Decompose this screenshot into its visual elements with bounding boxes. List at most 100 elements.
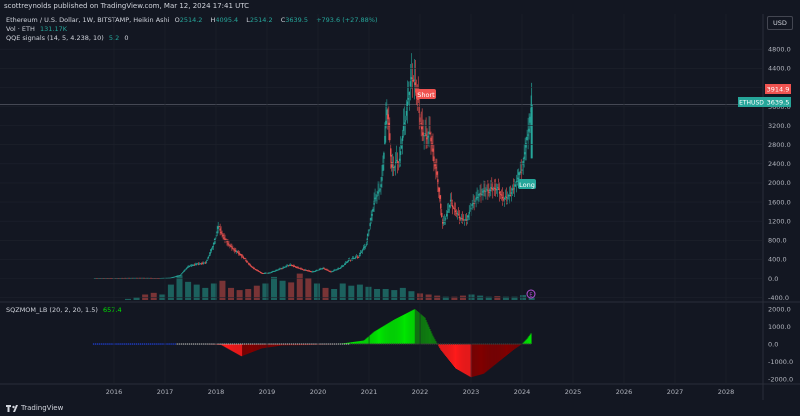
squeeze-dot [119, 343, 121, 345]
candle-body [243, 258, 246, 259]
squeeze-dot [464, 343, 466, 345]
squeeze-dot [194, 343, 197, 345]
squeeze-dot [466, 343, 468, 345]
candle-body [249, 265, 252, 267]
currency-button[interactable]: USD [767, 16, 793, 30]
last-candle-body [530, 104, 533, 159]
candle-body [321, 268, 323, 270]
osc-tick-label: -2000.0 [768, 375, 793, 383]
candle-body [370, 217, 372, 221]
candle-body [176, 276, 178, 277]
symbol-legend[interactable]: Ethereum / U.S. Dollar, 1W, BITSTAMP, He… [6, 16, 381, 24]
squeeze-dot [425, 343, 427, 345]
candle-body [468, 212, 470, 214]
squeeze-dot [166, 343, 168, 345]
candle-body [456, 213, 459, 215]
squeeze-dot [411, 343, 413, 345]
candle-body [241, 256, 244, 258]
candle-body [267, 272, 269, 274]
price-tick-label: 1600.0 [768, 198, 791, 206]
volume-bar [176, 275, 183, 300]
squeeze-dot [402, 343, 405, 345]
candle-body [227, 243, 229, 245]
volume-bar [262, 283, 269, 300]
candle-body [431, 143, 433, 146]
squeeze-dot [396, 343, 399, 345]
candle-body [427, 135, 429, 138]
candle-body [325, 269, 327, 271]
squeeze-dot [349, 343, 352, 345]
squeeze-dot [447, 343, 450, 345]
squeeze-dot [400, 343, 403, 345]
long-signal-box [518, 179, 536, 189]
candle-body [517, 177, 519, 180]
candle-body [523, 156, 525, 159]
candle-body [505, 197, 508, 199]
candle-body [529, 116, 531, 123]
squeeze-dot [339, 343, 342, 345]
candle-body [226, 241, 228, 243]
squeeze-dot [351, 343, 354, 345]
candle-body [182, 272, 184, 273]
candle-body [454, 210, 457, 212]
candle-body [199, 263, 202, 265]
candle-body [482, 190, 484, 193]
candle-body [324, 268, 326, 270]
candle-body [187, 267, 189, 268]
candle-body [394, 161, 397, 165]
sqzmom-legend[interactable]: SQZMOM_LB (20, 2, 20, 1.5) 657.4 [6, 306, 125, 314]
candle-body [193, 264, 196, 266]
squeeze-dot [296, 343, 299, 345]
squeeze-dot [313, 343, 315, 345]
squeeze-dot [121, 343, 123, 345]
candle-body [526, 136, 528, 141]
candle-body [349, 259, 352, 261]
candle-body [211, 247, 213, 249]
squeeze-dot [460, 343, 462, 345]
squeeze-dot [270, 343, 272, 345]
squeeze-dot [476, 343, 478, 345]
volume-bar [485, 296, 492, 300]
price-axis[interactable]: 4800.04400.04000.03600.03200.02800.02400… [0, 45, 791, 302]
event-marker-circle[interactable] [526, 289, 536, 299]
squeeze-dot [211, 343, 213, 345]
price-tick-label: 4400.0 [768, 65, 791, 73]
squeeze-dot [429, 343, 432, 345]
volume-legend[interactable]: Vol · ETH 131.17K [6, 25, 70, 33]
squeeze-dot [488, 343, 491, 345]
price-tick-label: 2800.0 [768, 141, 791, 149]
volume-bar [219, 280, 226, 300]
oscillator-axis[interactable]: 2000.0 1000.0 0.0 -1000.0 -2000.0 [768, 305, 793, 383]
squeeze-dot [115, 343, 117, 345]
volume-bar [245, 289, 252, 300]
squeeze-dot [200, 343, 203, 345]
candle-body [274, 270, 276, 272]
squeeze-dot [384, 343, 387, 345]
volume-bar [150, 292, 157, 300]
tradingview-logo[interactable]: TradingView [6, 404, 63, 412]
candle-body [397, 162, 400, 164]
squeeze-dot [506, 343, 509, 345]
squeeze-dot [382, 343, 385, 345]
candle-body [269, 272, 271, 274]
top-bar: scottreynolds published on TradingView.c… [0, 0, 800, 14]
candle-body [284, 266, 286, 268]
squeeze-dot [457, 343, 460, 345]
squeeze-dot [445, 343, 448, 345]
candle-body [204, 262, 207, 264]
osc-tick-label: 0.0 [768, 340, 778, 348]
candle-body [196, 263, 199, 265]
candle-body [413, 79, 416, 81]
candle-body [445, 214, 448, 217]
squeeze-dot [258, 343, 260, 345]
time-axis[interactable]: 2016 2017 2018 2019 2020 2021 2022 2023 2024 2025… [106, 14, 735, 396]
candle-body [527, 134, 529, 136]
candle-body [314, 271, 316, 272]
squeeze-dot [284, 343, 287, 345]
squeeze-dot [233, 343, 236, 345]
candle-body [260, 272, 263, 274]
time-tick-label: 2024 [514, 388, 531, 396]
volume-bar [339, 283, 346, 300]
event-marker[interactable]: E [526, 289, 536, 299]
